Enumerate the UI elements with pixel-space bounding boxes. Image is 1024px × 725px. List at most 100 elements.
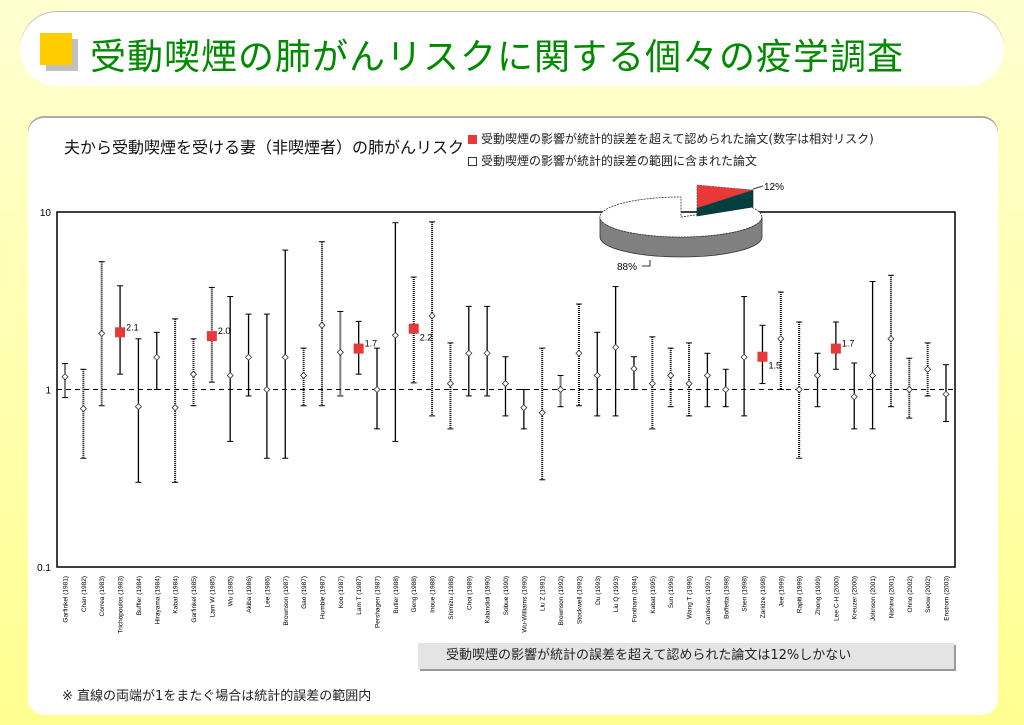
point-marker xyxy=(79,405,87,413)
study-mark: Wang T (1996) xyxy=(685,342,694,619)
point-marker xyxy=(98,329,106,337)
point-marker xyxy=(171,404,179,412)
legend-label: 受動喫煙の影響が統計的誤差を超えて認められた論文(数字は相対リスク) xyxy=(481,132,874,146)
x-tick-label: Johnson (2001) xyxy=(870,576,877,621)
point-marker xyxy=(556,385,565,394)
rr-label: 2.1 xyxy=(126,322,139,332)
point-marker xyxy=(189,370,198,378)
point-marker xyxy=(336,348,344,356)
study-mark: 1.5 Zaridze (1998) xyxy=(757,324,781,618)
rr-label: 1.7 xyxy=(365,339,378,349)
legend-item-significant: 受動喫煙の影響が統計的誤差を超えて認められた論文(数字は相対リスク) xyxy=(468,128,874,150)
x-tick-label: Boffetta (1998) xyxy=(723,576,730,619)
study-mark: Zhong (1999) xyxy=(813,352,822,615)
study-mark: 2.0 Lam W (1985) xyxy=(206,286,231,617)
x-tick-label: Lam T (1987) xyxy=(356,576,363,615)
study-mark: Shimizu (1988) xyxy=(446,342,455,620)
study-mark: Boffetta (1998) xyxy=(722,368,730,619)
point-marker xyxy=(685,380,693,388)
chart-title: 夫から受動喫煙を受ける妻（非喫煙者）の肺がんリスク xyxy=(64,138,465,157)
chart-panel xyxy=(28,118,998,715)
study-mark: Choi (1989) xyxy=(465,305,473,610)
point-marker xyxy=(501,380,510,388)
red-square-icon xyxy=(468,135,477,144)
significant-point xyxy=(408,323,419,334)
study-mark: Liu Q (1993) xyxy=(612,286,620,612)
x-tick-label: Wu (1985) xyxy=(228,576,235,606)
point-marker xyxy=(850,393,858,401)
point-marker xyxy=(520,404,528,412)
study-mark: Brownson (1987) xyxy=(281,249,290,626)
study-mark: Ohno (2002) xyxy=(905,357,914,613)
x-tick-label: Humble (1987) xyxy=(319,576,326,619)
significant-point xyxy=(757,351,768,362)
study-mark: Garfinkel (1985) xyxy=(189,338,198,623)
rr-label: 1.7 xyxy=(842,339,855,349)
point-marker xyxy=(373,385,381,394)
study-mark: 1.7 Lee C-H (2000) xyxy=(830,321,855,621)
study-mark: Du (1993) xyxy=(593,331,602,605)
study-mark: Wu-Williams (1990) xyxy=(520,389,528,633)
x-tick-label: Pershagen (1987) xyxy=(375,576,382,628)
x-tick-label: Kreuzer (2000) xyxy=(852,576,859,619)
point-marker xyxy=(777,335,785,343)
pie-label-12: 12% xyxy=(764,182,784,193)
x-tick-label: Lee (1986) xyxy=(264,576,271,607)
study-mark: Wu (1985) xyxy=(226,296,235,606)
y-tick-label: 10 xyxy=(40,208,52,219)
study-mark: Butler (1988) xyxy=(391,222,400,614)
footnote: ※ 直線の両端が1をまたぐ場合は統計的誤差の範囲内 xyxy=(62,689,372,704)
x-tick-label: Sobue (1990) xyxy=(503,576,510,615)
study-mark: Stockwell (1992) xyxy=(575,303,583,624)
x-tick-label: Rapiti (1999) xyxy=(797,576,804,613)
x-tick-label: Shen (1998) xyxy=(742,576,749,612)
point-marker xyxy=(538,409,546,417)
legend: 受動喫煙の影響が統計的誤差を超えて認められた論文(数字は相対リスク) 受動喫煙の… xyxy=(468,128,874,172)
x-tick-label: Koo (1987) xyxy=(338,576,345,608)
study-mark: Hirayama (1984) xyxy=(153,331,161,624)
x-tick-label: Liu Q (1993) xyxy=(613,576,620,612)
study-mark: Garfinkel (1981) xyxy=(61,363,70,623)
pie-label-88: 88% xyxy=(617,262,637,273)
study-mark: Cardenas (1997) xyxy=(703,352,712,625)
point-marker xyxy=(391,331,399,339)
rr-label: 1.5 xyxy=(768,361,781,371)
rr-label: 2.0 xyxy=(218,326,231,336)
point-marker xyxy=(134,403,142,411)
x-tick-label: Jee (1999) xyxy=(778,576,785,607)
x-tick-label: Garfinkel (1981) xyxy=(63,576,70,623)
point-marker xyxy=(300,371,308,380)
x-tick-label: Wang T (1996) xyxy=(687,576,694,619)
study-mark: Koo (1987) xyxy=(336,311,345,608)
x-tick-label: Gao (1987) xyxy=(301,576,308,609)
study-mark: Kabat (1995) xyxy=(648,336,657,614)
x-tick-label: Kalandidi (1990) xyxy=(485,576,492,623)
x-tick-label: Cardenas (1997) xyxy=(705,576,712,625)
study-mark: Buffler (1984) xyxy=(134,338,143,615)
x-tick-label: Chan (1982) xyxy=(81,576,88,612)
point-marker xyxy=(465,349,473,357)
pie-leader-12 xyxy=(752,185,764,190)
point-marker xyxy=(740,353,748,361)
study-mark: Lee (1986) xyxy=(263,313,271,607)
point-marker xyxy=(942,390,950,398)
x-tick-label: Brownson (1987) xyxy=(283,576,290,626)
study-mark: Correa (1983) xyxy=(98,261,106,616)
x-tick-label: Butler (1988) xyxy=(393,576,400,614)
study-mark: Seow (2002) xyxy=(924,342,932,613)
x-tick-label: Stockwell (1992) xyxy=(576,576,583,624)
point-marker xyxy=(226,371,234,380)
point-marker xyxy=(575,349,583,357)
title-banner xyxy=(20,12,1004,86)
summary-note-box: 受動喫煙の影響が統計の誤差を超えて認められた論文は12%しかない xyxy=(418,643,954,669)
point-marker xyxy=(281,353,289,361)
x-tick-label: Fontham (1994) xyxy=(631,576,638,622)
x-tick-label: Lee C-H (2000) xyxy=(833,576,840,621)
point-marker xyxy=(593,371,601,380)
study-mark: Chan (1982) xyxy=(79,368,88,612)
x-tick-label: Trichopoulos (1983) xyxy=(118,576,125,634)
x-tick-label: Choi (1989) xyxy=(466,576,473,610)
point-marker xyxy=(887,335,895,343)
x-tick-label: Hirayama (1984) xyxy=(154,576,161,624)
x-tick-label: Ohno (2002) xyxy=(907,576,914,613)
